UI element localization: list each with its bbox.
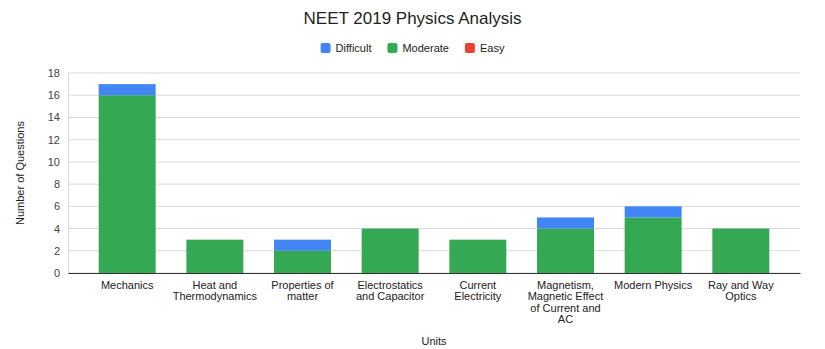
- y-axis: 0 2 4 6 8 10 12 14 16 18: [48, 67, 69, 279]
- y-tick: 0: [54, 267, 68, 279]
- legend-swatch: [465, 43, 475, 53]
- legend-item: Moderate: [387, 42, 448, 54]
- x-tick-label: Properties ofmatter: [271, 279, 334, 303]
- chart: NEET 2019 Physics Analysis 0 2 4 6 8 10 12 14 16 1…: [0, 0, 825, 349]
- y-tick-label: 18: [48, 67, 60, 79]
- y-tick-label: 14: [48, 111, 60, 123]
- bar: [625, 206, 682, 217]
- y-tick-label: 0: [54, 267, 60, 279]
- x-tick: Magnetism,Magnetic Effectof Current andA…: [528, 273, 604, 325]
- grid-line: [68, 95, 800, 96]
- title: NEET 2019 Physics Analysis: [304, 9, 522, 28]
- grid-line: [68, 206, 800, 207]
- grid-line: [68, 117, 800, 118]
- grid: [68, 73, 800, 273]
- legend: Difficult Moderate Easy: [321, 42, 505, 54]
- grid-line: [68, 250, 800, 251]
- x-axis-title: Units: [421, 335, 447, 347]
- y-tick-label: 10: [48, 156, 60, 168]
- x-axis-line: [69, 273, 801, 274]
- legend-item: Difficult: [321, 42, 372, 54]
- y-tick-label: 12: [48, 134, 60, 146]
- bar: [362, 229, 419, 273]
- y-tick-label: 4: [54, 223, 60, 235]
- y-tick: 10: [48, 156, 68, 168]
- x-tick-label: CurrentElectricity: [454, 279, 502, 303]
- bars: [99, 84, 770, 273]
- x-axis: Mechanics Heat andThermodynamics Propertie…: [69, 273, 801, 325]
- x-tick-label: Ray and WayOptics: [708, 279, 774, 303]
- y-tick: 12: [48, 134, 68, 146]
- x-tick: Heat andThermodynamics: [173, 273, 258, 302]
- x-tick-label: Mechanics: [101, 279, 154, 291]
- y-tick: 8: [54, 178, 68, 190]
- bar: [537, 229, 594, 273]
- x-tick: Mechanics: [101, 273, 154, 291]
- x-tick: Properties ofmatter: [271, 273, 334, 302]
- grid-line: [68, 273, 800, 274]
- grid-line: [68, 228, 800, 229]
- grid-line: [68, 139, 800, 140]
- grid-line: [68, 184, 800, 185]
- legend-label: Moderate: [402, 42, 448, 54]
- legend-label: Easy: [480, 42, 505, 54]
- legend-swatch: [387, 43, 397, 53]
- bar: [99, 84, 156, 95]
- legend-item: Easy: [465, 42, 505, 54]
- bar: [274, 240, 331, 251]
- y-tick: 2: [54, 245, 68, 257]
- x-tick-label: Heat andThermodynamics: [173, 279, 258, 303]
- bar: [625, 217, 682, 273]
- x-tick-label: Electrostaticsand Capacitor: [356, 279, 425, 303]
- bar: [449, 240, 506, 273]
- bar: [362, 228, 419, 229]
- y-axis-line: [68, 74, 69, 274]
- y-tick-label: 6: [54, 200, 60, 212]
- x-tick: Ray and WayOptics: [708, 273, 774, 302]
- x-tick-label: Magnetism,Magnetic Effectof Current andA…: [528, 279, 604, 326]
- y-tick: 6: [54, 200, 68, 212]
- bar: [186, 240, 243, 273]
- x-tick: Electrostaticsand Capacitor: [356, 273, 425, 302]
- grid-line: [68, 73, 800, 74]
- y-axis-title: Number of Questions: [14, 121, 26, 225]
- bar: [186, 239, 243, 240]
- bar: [449, 239, 506, 240]
- x-tick: Modern Physics: [614, 273, 693, 291]
- bar: [99, 95, 156, 273]
- bar: [537, 217, 594, 228]
- legend-swatch: [321, 43, 331, 53]
- y-tick: 14: [48, 111, 68, 123]
- y-tick: 4: [54, 223, 68, 235]
- legend-label: Difficult: [336, 42, 372, 54]
- x-tick: CurrentElectricity: [454, 273, 502, 302]
- y-tick: 18: [48, 67, 68, 79]
- y-tick-label: 8: [54, 178, 60, 190]
- y-tick-label: 2: [54, 245, 60, 257]
- y-tick-label: 16: [48, 89, 60, 101]
- y-tick: 16: [48, 89, 68, 101]
- x-tick-label: Modern Physics: [614, 279, 693, 291]
- bar: [712, 229, 769, 273]
- bar: [712, 228, 769, 229]
- bar: [274, 251, 331, 273]
- grid-line: [68, 161, 800, 162]
